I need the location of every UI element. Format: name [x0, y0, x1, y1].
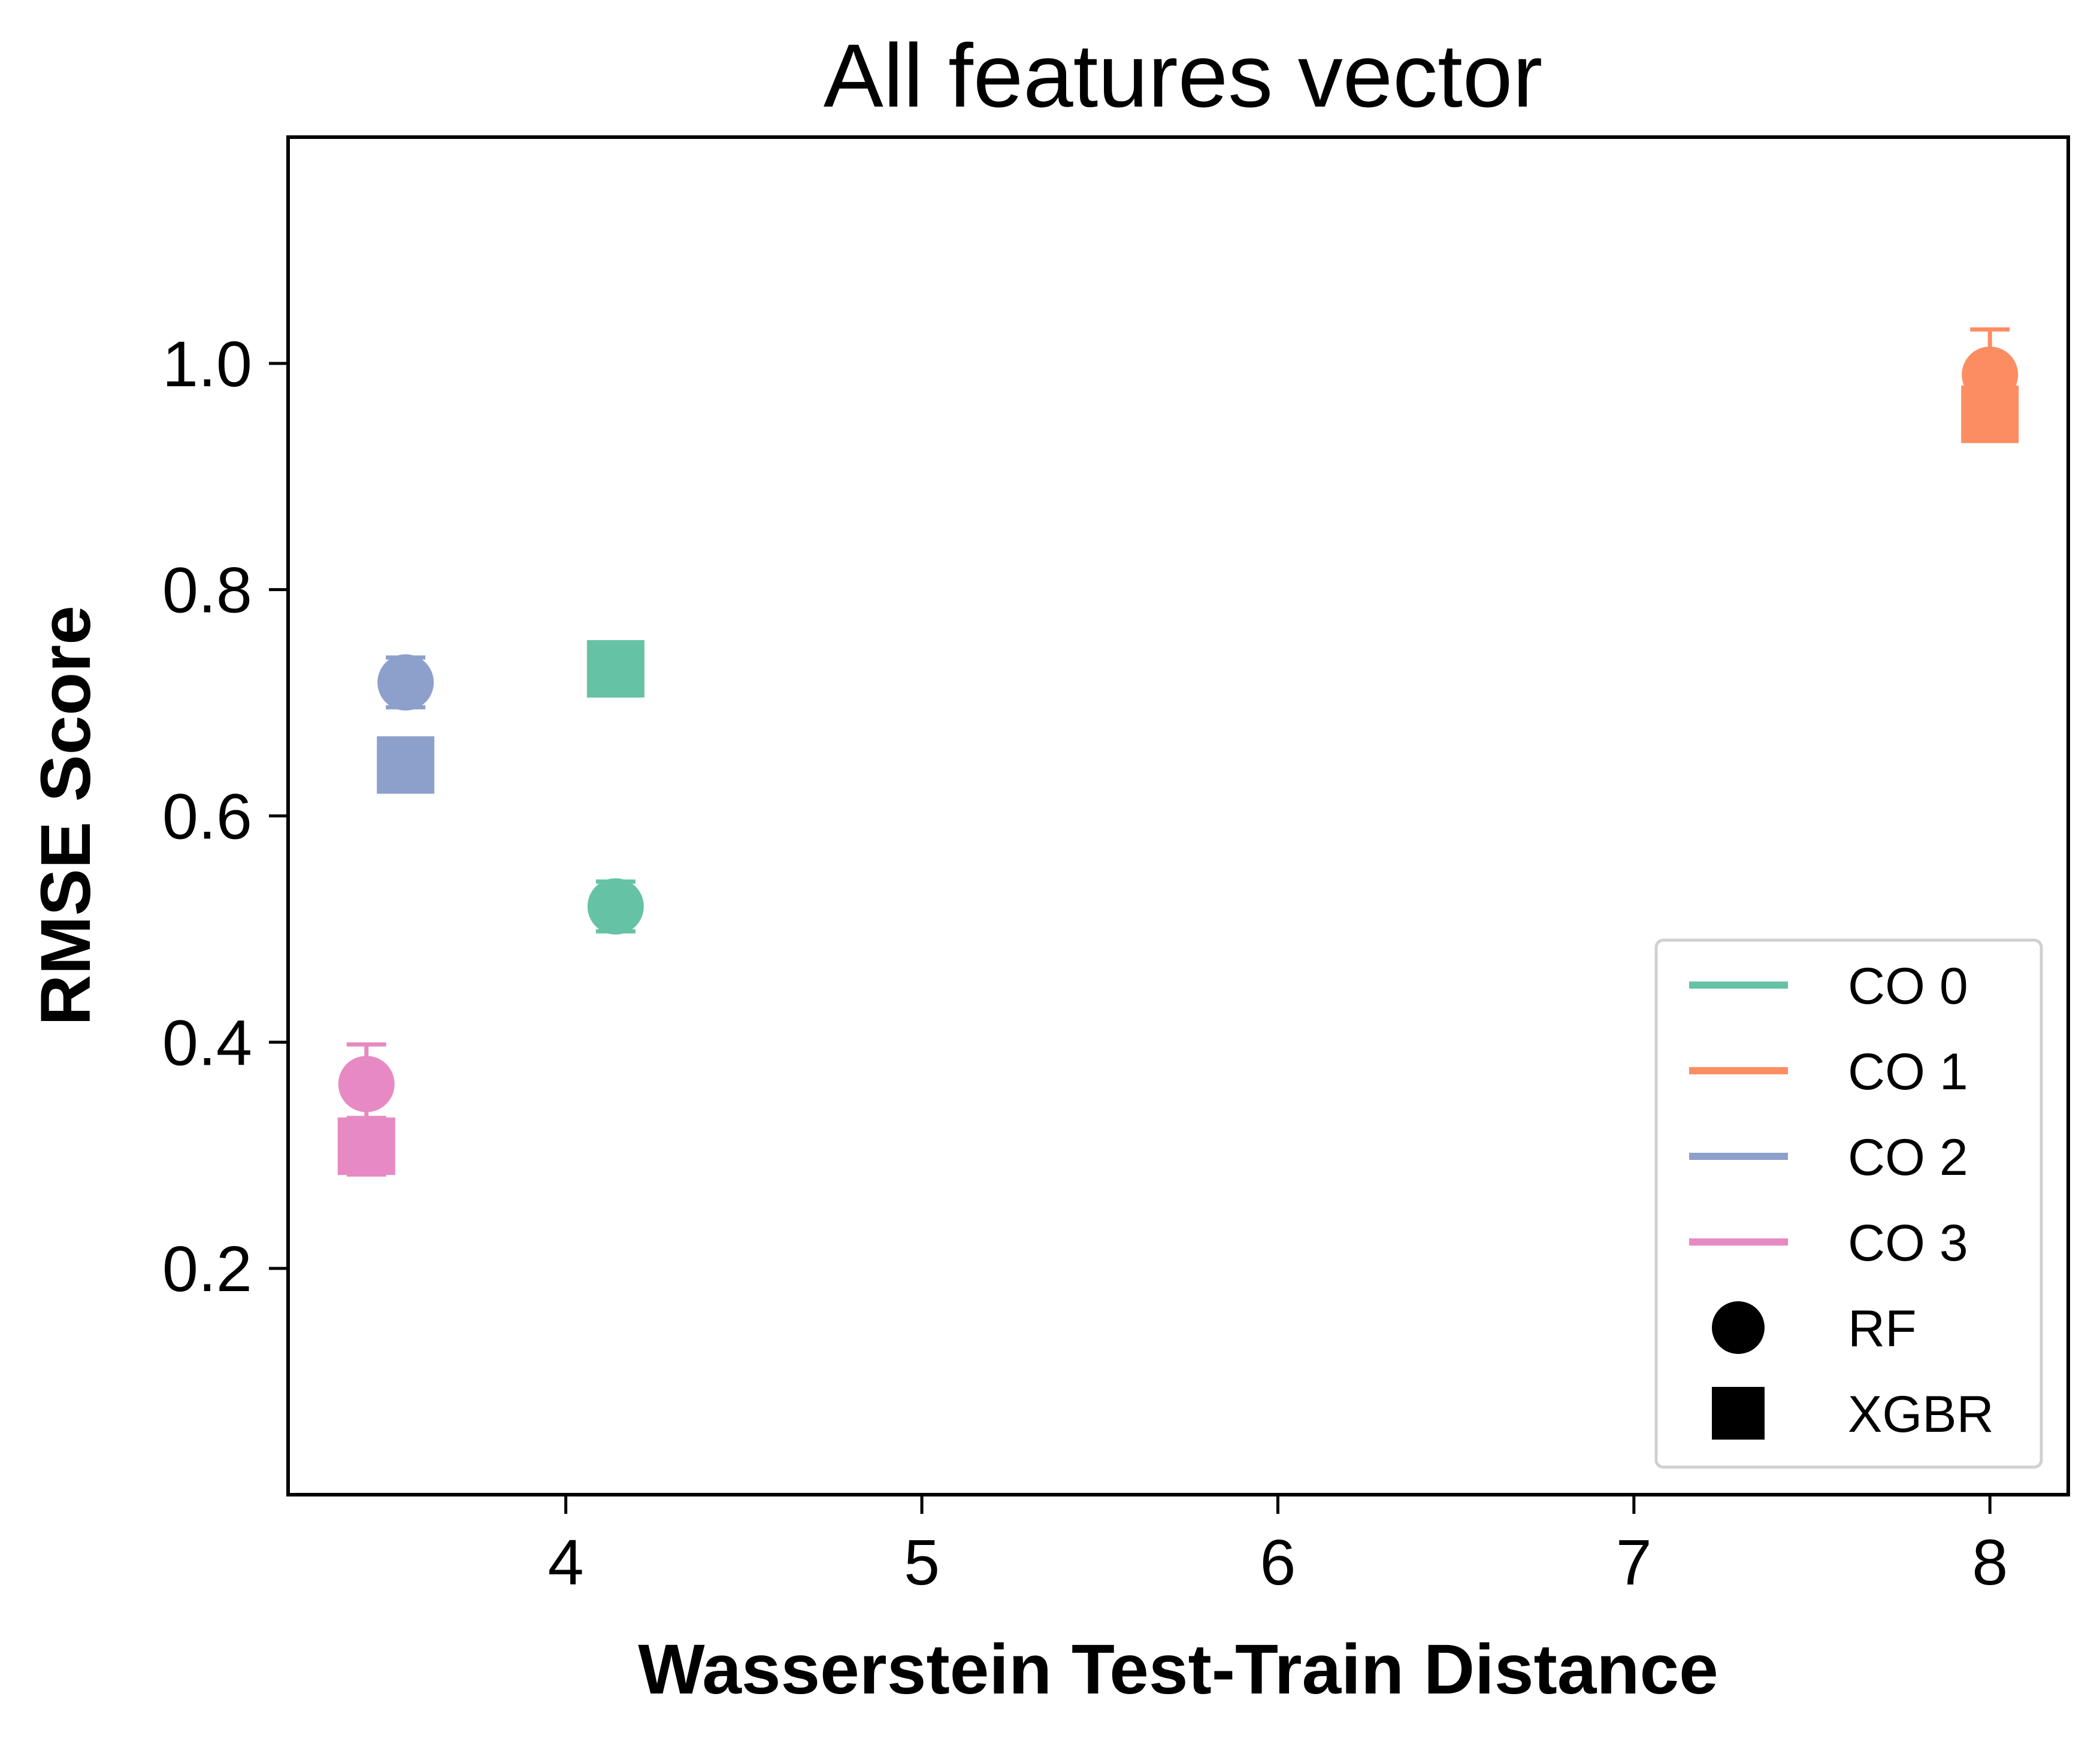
co-3-rf-point — [338, 1042, 395, 1126]
co-2-rf-point — [377, 654, 434, 711]
legend-label: CO 0 — [1848, 958, 1968, 1015]
legend-item-co-0: CO 0 — [1689, 958, 1968, 1015]
y-tick-label: 0.6 — [162, 780, 252, 853]
x-axis-label: Wasserstein Test-Train Distance — [638, 1630, 1718, 1709]
legend-label: RF — [1848, 1300, 1917, 1358]
x-tick-label: 6 — [1260, 1526, 1296, 1598]
legend-item-co-2: CO 2 — [1689, 1129, 1968, 1186]
legend-item-xgbr: XGBR — [1712, 1386, 1994, 1443]
x-tick-label: 5 — [904, 1526, 940, 1598]
co-0-rf-point — [587, 878, 644, 935]
legend: CO 0 CO 1 CO 2 CO 3 RF XGBR — [1654, 938, 2043, 1469]
y-tick-label: 0.4 — [162, 1006, 252, 1078]
legend-label: CO 1 — [1848, 1043, 1968, 1101]
x-tick-label: 4 — [548, 1526, 584, 1598]
chart-title: All features vector — [824, 25, 1543, 126]
xgbr-marker — [1961, 385, 2019, 443]
legend-item-rf: RF — [1712, 1300, 1917, 1358]
x-tick-label: 8 — [1972, 1526, 2008, 1598]
y-tick-label: 0.2 — [162, 1232, 252, 1305]
rf-marker — [377, 654, 434, 711]
y-tick-label: 0.8 — [162, 554, 252, 626]
legend-item-co-3: CO 3 — [1689, 1214, 1968, 1272]
legend-item-co-1: CO 1 — [1689, 1043, 1968, 1101]
axis-ticks: 4 5 6 7 8 0.2 0.4 0.6 0.8 1.0 — [162, 328, 2008, 1598]
co-2-xgbr-point — [377, 736, 435, 794]
y-tick-label: 1.0 — [162, 328, 252, 400]
xgbr-marker — [337, 1117, 395, 1176]
xgbr-marker — [586, 640, 644, 698]
legend-label: XGBR — [1848, 1386, 1994, 1443]
xgbr-marker — [377, 736, 435, 794]
x-tick-label: 7 — [1616, 1526, 1652, 1598]
legend-label: CO 2 — [1848, 1129, 1968, 1186]
legend-circle-swatch — [1712, 1301, 1765, 1354]
rf-marker — [338, 1056, 395, 1113]
rf-marker — [587, 878, 644, 935]
co-1-xgbr-point — [1961, 385, 2019, 443]
legend-square-swatch — [1712, 1387, 1765, 1440]
plot-area — [337, 327, 2019, 1177]
co-0-xgbr-point — [586, 640, 644, 698]
co-3-xgbr-point — [337, 1116, 395, 1177]
y-axis-label: RMSE Score — [26, 605, 105, 1026]
legend-label: CO 3 — [1848, 1214, 1968, 1272]
